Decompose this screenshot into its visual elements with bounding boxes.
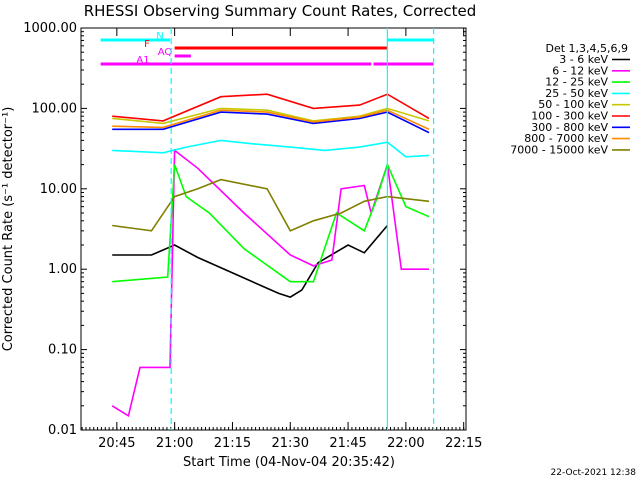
- series-800-7000-kevline: [112, 109, 430, 131]
- y-tick-label: 10.00: [40, 182, 77, 197]
- legend-item-label: 25 - 50 keV: [545, 87, 608, 100]
- x-tick-label: 21:45: [329, 436, 366, 451]
- chart-title: RHESSI Observing Summary Count Rates, Co…: [84, 2, 477, 20]
- legend-item-label: 3 - 6 keV: [559, 53, 608, 66]
- series-lines: [111, 93, 430, 418]
- vertical-markers: [170, 28, 435, 430]
- y-axis-label: Corrected Count Rate (s⁻¹ detector⁻¹): [1, 107, 16, 352]
- y-tick-label: 1000.00: [23, 21, 77, 36]
- legend-item-label: 12 - 25 keV: [545, 76, 608, 89]
- legend-item-label: 6 - 12 keV: [552, 64, 608, 77]
- x-tick-label: 22:15: [445, 436, 482, 451]
- series-6-12-kevline: [111, 148, 429, 418]
- legend-item-label: 7000 - 15000 keV: [510, 143, 608, 156]
- x-tick-label: 22:00: [387, 436, 424, 451]
- y-tick-label: 100.00: [32, 101, 78, 116]
- legend-item-label: 50 - 100 keV: [538, 98, 608, 111]
- state-bar-label: F: [144, 39, 150, 50]
- x-tick-label: 21:30: [272, 436, 309, 451]
- series-100-300-kevline: [112, 93, 430, 122]
- series-50-100-kevline: [112, 107, 430, 125]
- series-300-800-kevline: [112, 111, 430, 134]
- series-12-25-kevline: [112, 162, 430, 283]
- x-tick-label: 21:00: [156, 436, 193, 451]
- x-tick-label: 21:15: [214, 436, 251, 451]
- x-axis: 20:45 21:00 21:15 21:30 21:45 22:00 22:15: [81, 28, 482, 451]
- series-25-50-kevline: [112, 139, 430, 158]
- series-3-6-kevline: [112, 224, 389, 298]
- state-bar-label: A1: [136, 55, 149, 66]
- state-bar-label: N: [156, 31, 163, 42]
- y-tick-label: 0.10: [48, 343, 77, 358]
- state-bars: NF AQ A1: [100, 31, 434, 66]
- legend-item-label: 800 - 7000 keV: [524, 132, 608, 145]
- legend-item-label: 300 - 800 keV: [531, 121, 608, 134]
- legend-item-label: 100 - 300 keV: [531, 110, 608, 123]
- state-bar-label: AQ: [158, 47, 173, 58]
- plot-frame: [80, 27, 467, 431]
- y-axis: 1000.00 100.00 10.00 1.00 0.10 0.01: [23, 21, 466, 438]
- series-7000-15000-kevline: [112, 178, 430, 232]
- y-tick-label: 1.00: [48, 262, 77, 277]
- legend-header: Det 1,3,4,5,6,9: [545, 42, 628, 55]
- x-tick-label: 20:45: [98, 436, 135, 451]
- y-tick-label: 0.01: [48, 423, 77, 438]
- x-axis-label: Start Time (04-Nov-04 20:35:42): [183, 455, 395, 470]
- footer-date: 22-Oct-2021 12:38: [551, 468, 637, 478]
